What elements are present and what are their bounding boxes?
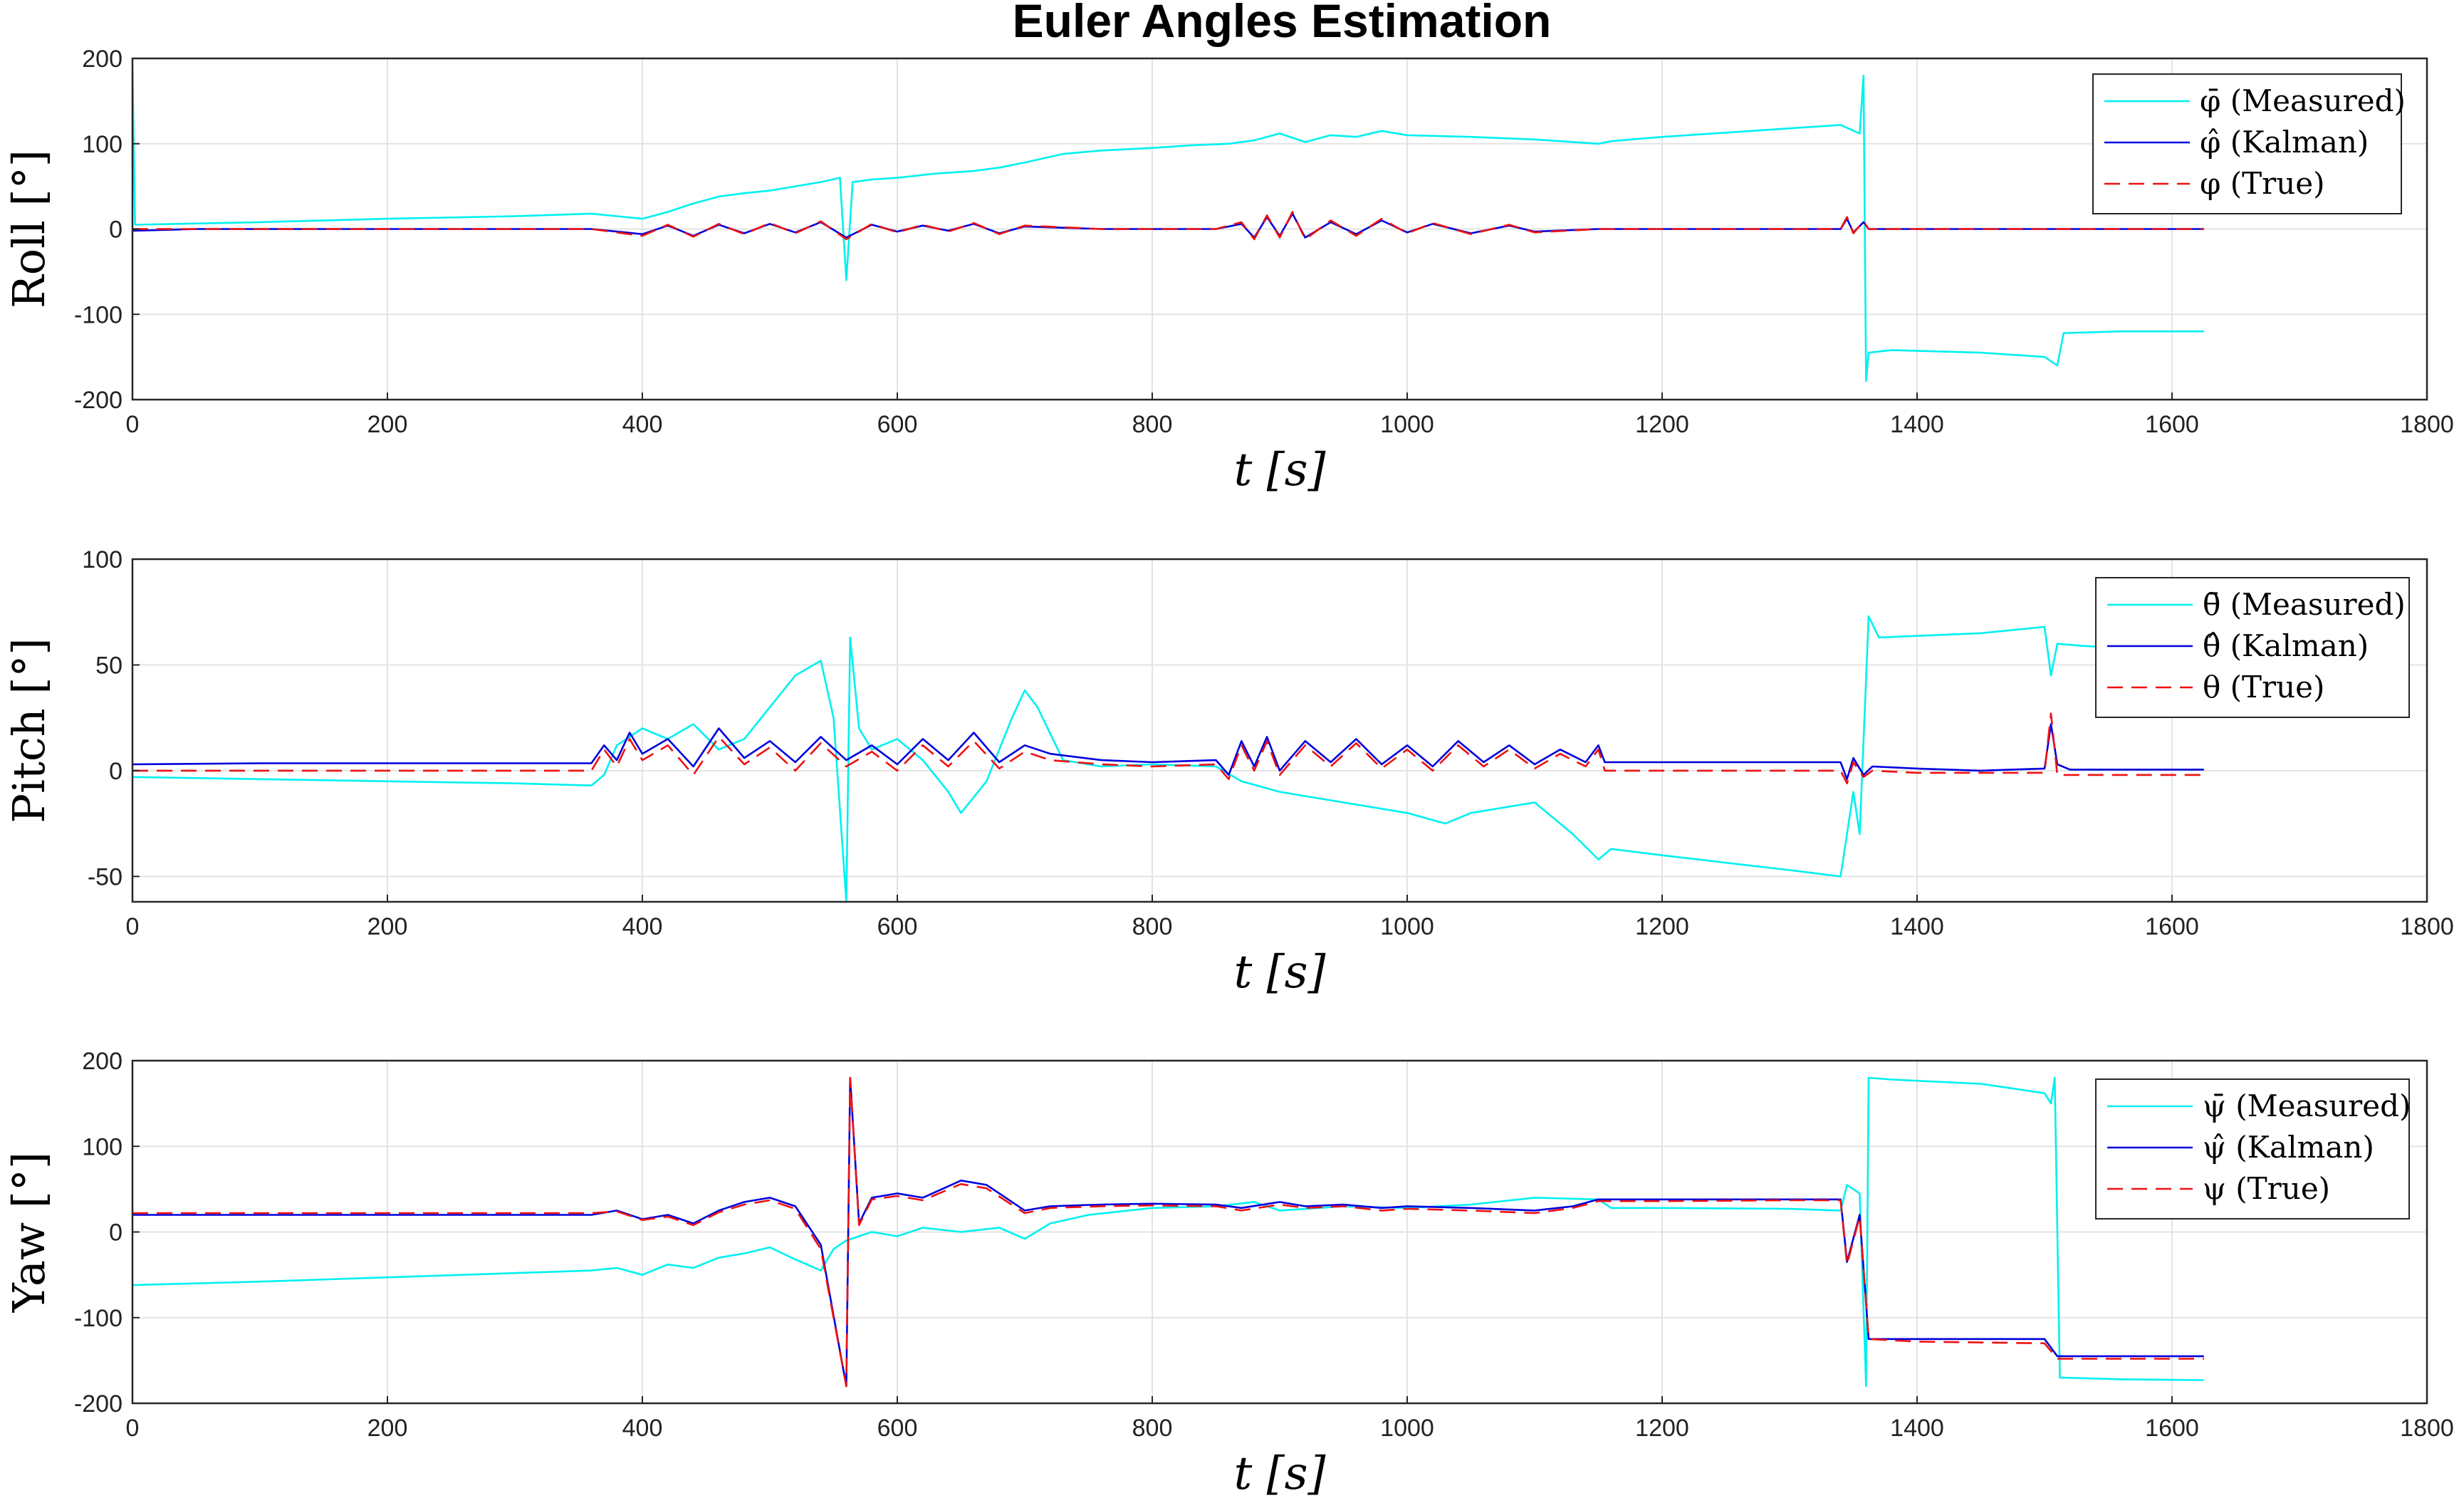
y-tick-label: -100: [74, 1305, 122, 1332]
x-tick-label: 1200: [1635, 411, 1689, 438]
yaw-y-axis-label: Yaw [°]: [3, 1152, 55, 1313]
y-tick-label: 200: [82, 46, 122, 73]
y-tick-label: -100: [74, 301, 122, 328]
x-tick-label: 800: [1132, 1415, 1173, 1442]
y-tick-label: 0: [109, 758, 122, 785]
y-tick-label: 200: [82, 1048, 122, 1075]
x-tick-label: 200: [367, 411, 408, 438]
legend-label-kalman: φ̂ (Kalman): [2200, 125, 2369, 160]
x-tick-label: 1600: [2145, 913, 2199, 940]
pitch-series-kalman-line: [132, 723, 2204, 781]
yaw-series-group: [132, 1076, 2204, 1388]
pitch-subplot: 0 200 400 600 800 1000 1200 1400 1600 1800-500501…: [3, 546, 2454, 999]
x-tick-label: 1600: [2145, 411, 2199, 438]
x-tick-label: 0: [126, 1415, 140, 1442]
x-tick-label: 1400: [1890, 411, 1944, 438]
legend-box: [2095, 1078, 2410, 1220]
yaw-series-measured-line: [132, 1076, 2204, 1388]
legend-label-true: ψ (True): [2203, 1171, 2330, 1206]
roll-series-group: [132, 66, 2204, 382]
pitch-series-true-line: [132, 712, 2204, 784]
legend-label-true: φ (True): [2200, 166, 2325, 201]
x-tick-label: 1800: [2400, 1415, 2454, 1442]
pitch-y-axis-label: Pitch [°]: [3, 638, 55, 823]
x-tick-label: 1800: [2400, 411, 2454, 438]
yaw-subplot: 0 200 400 600 800 1000 1200 1400 1600 1800-200-10…: [3, 1048, 2454, 1500]
y-tick-label: 100: [82, 546, 122, 573]
roll-series-true-line: [132, 211, 2204, 241]
x-tick-label: 800: [1132, 913, 1173, 940]
roll-subplot: 0 200 400 600 800 1000 1200 1400 1600 1800-200-10…: [3, 46, 2454, 496]
legend-label-measured: ψ̄ (Measured): [2203, 1088, 2411, 1123]
x-tick-label: 600: [877, 913, 918, 940]
y-tick-label: 0: [109, 217, 122, 244]
legend-label-kalman: ψ̂ (Kalman): [2203, 1130, 2374, 1165]
x-tick-label: 200: [367, 1415, 408, 1442]
x-tick-label: 1200: [1635, 1415, 1689, 1442]
pitch-series-measured-line: [132, 615, 2121, 902]
x-tick-label: 800: [1132, 411, 1173, 438]
legend-box: [2095, 577, 2410, 718]
figure-title: Euler Angles Estimation: [1013, 0, 1552, 47]
x-tick-label: 1400: [1890, 913, 1944, 940]
roll-series-measured-line: [132, 66, 2204, 382]
legend-box: [2092, 73, 2402, 214]
x-tick-label: 400: [622, 913, 663, 940]
roll-y-axis-label: Roll [°]: [3, 150, 55, 308]
y-tick-label: -50: [88, 863, 122, 890]
x-tick-label: 1400: [1890, 1415, 1944, 1442]
x-tick-label: 1000: [1380, 411, 1434, 438]
x-tick-label: 1000: [1380, 913, 1434, 940]
roll-legend: φ̄ (Measured) φ̂ (Kalman) φ (True): [2092, 73, 2406, 214]
pitch-legend: θ̄ (Measured) θ̂ (Kalman) θ (True): [2095, 577, 2410, 718]
x-tick-label: 600: [877, 1415, 918, 1442]
pitch-x-axis-label: t [s]: [1234, 946, 1327, 999]
y-tick-label: -200: [74, 387, 122, 414]
pitch-series-group: [132, 615, 2204, 902]
y-tick-label: 50: [95, 652, 122, 679]
roll-x-axis-label: t [s]: [1234, 444, 1327, 496]
x-tick-label: 1600: [2145, 1415, 2199, 1442]
x-tick-label: 0: [126, 411, 140, 438]
x-tick-label: 200: [367, 913, 408, 940]
x-tick-label: 1000: [1380, 1415, 1434, 1442]
x-tick-label: 0: [126, 913, 140, 940]
yaw-series-true-line: [132, 1076, 2204, 1388]
x-tick-label: 600: [877, 411, 918, 438]
pitch-axes-box: [131, 558, 2428, 903]
yaw-x-axis-label: t [s]: [1234, 1447, 1327, 1500]
y-tick-label: 100: [82, 131, 122, 158]
yaw-series-kalman-line: [132, 1076, 2204, 1388]
subplot-panels: 0 200 400 600 800 1000 1200 1400 1600 1800-200-10…: [3, 46, 2454, 1500]
legend-label-true: θ (True): [2203, 670, 2324, 704]
y-tick-label: 0: [109, 1220, 122, 1247]
y-tick-label: -200: [74, 1390, 122, 1418]
x-tick-label: 400: [622, 1415, 663, 1442]
x-tick-label: 400: [622, 411, 663, 438]
legend-label-measured: θ̄ (Measured): [2203, 587, 2406, 622]
yaw-legend: ψ̄ (Measured) ψ̂ (Kalman) ψ (True): [2095, 1078, 2411, 1220]
y-tick-label: 100: [82, 1133, 122, 1160]
legend-label-kalman: θ̂ (Kalman): [2203, 628, 2369, 663]
x-tick-label: 1200: [1635, 913, 1689, 940]
x-tick-label: 1800: [2400, 913, 2454, 940]
legend-label-measured: φ̄ (Measured): [2200, 83, 2406, 118]
